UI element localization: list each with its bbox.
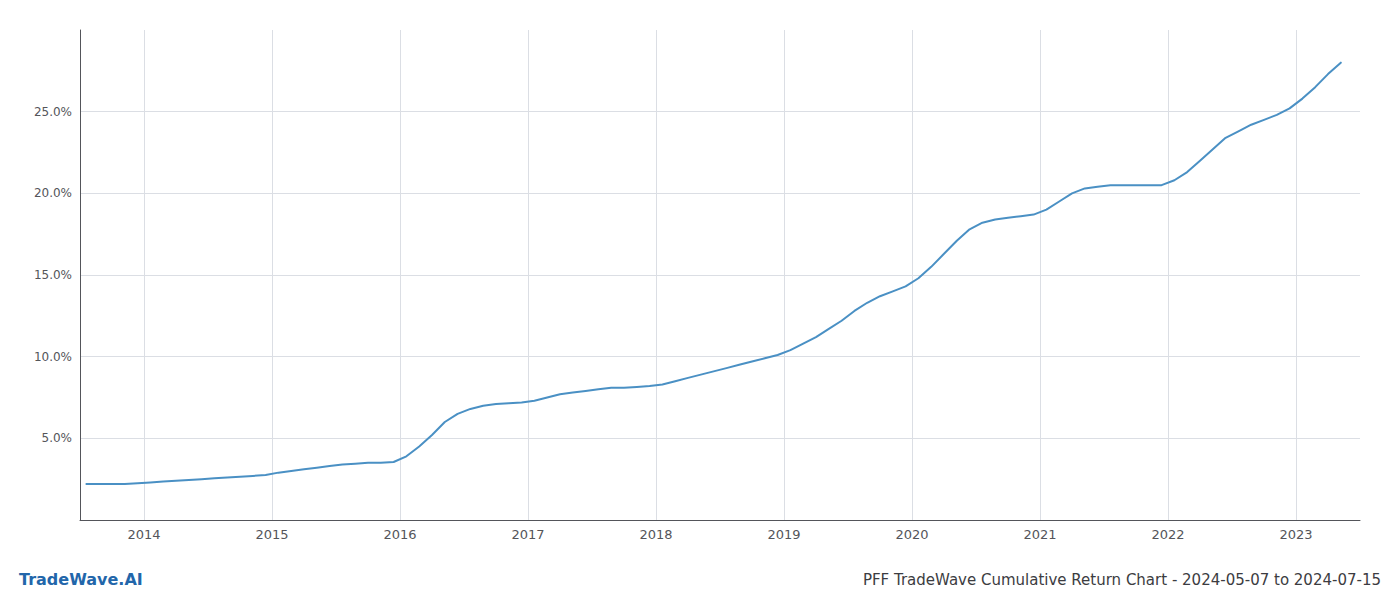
svg-text:2016: 2016 [383, 527, 416, 542]
svg-text:2020: 2020 [895, 527, 928, 542]
svg-text:2017: 2017 [511, 527, 544, 542]
svg-text:2023: 2023 [1279, 527, 1312, 542]
svg-text:2019: 2019 [767, 527, 800, 542]
svg-text:PFF TradeWave Cumulative Retur: PFF TradeWave Cumulative Return Chart - … [863, 571, 1381, 589]
svg-text:10.0%: 10.0% [34, 350, 72, 364]
svg-text:2014: 2014 [127, 527, 160, 542]
svg-text:2021: 2021 [1023, 527, 1056, 542]
svg-text:2022: 2022 [1151, 527, 1184, 542]
svg-text:20.0%: 20.0% [34, 186, 72, 200]
svg-text:15.0%: 15.0% [34, 268, 72, 282]
svg-text:2015: 2015 [255, 527, 288, 542]
svg-text:TradeWave.AI: TradeWave.AI [19, 570, 143, 589]
svg-text:5.0%: 5.0% [42, 431, 73, 445]
svg-text:2018: 2018 [639, 527, 672, 542]
svg-text:25.0%: 25.0% [34, 105, 72, 119]
